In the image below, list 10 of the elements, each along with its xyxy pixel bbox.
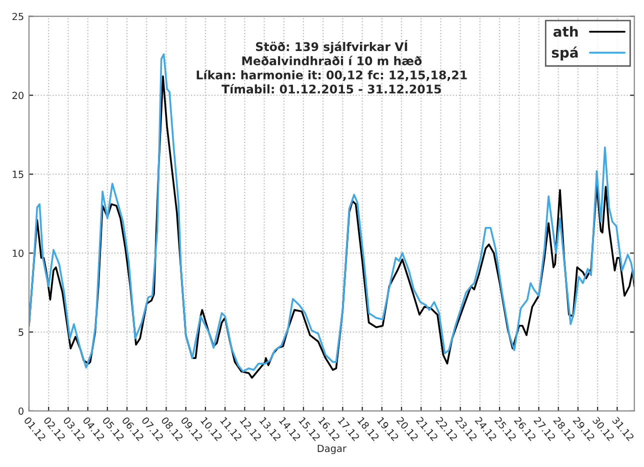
legend-label: spá: [552, 46, 578, 60]
y-tick-label: 0: [18, 407, 24, 415]
y-tick-label: 5: [18, 328, 24, 336]
y-tick-label: 20: [12, 92, 24, 100]
y-tick-label: 25: [12, 12, 24, 20]
y-tick-label: 10: [12, 250, 24, 257]
text: Stöð: 139 sjálfvirkar VÍ Meðalvindhraði í 10 m hæð Líkan: harmonie it: 00,12 fc: 12,15,18,21 Tímabil: 01.12.2015 - 31.12.2015: [196, 40, 467, 94]
legend-label: ath: [553, 26, 578, 37]
y-tick-label: 15: [12, 170, 24, 178]
x-axis-title: Dagar: [318, 444, 346, 454]
